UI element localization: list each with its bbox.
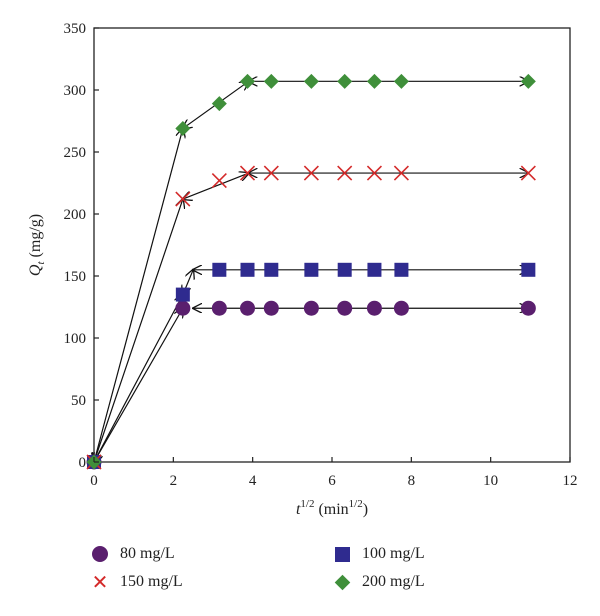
x-tick-label: 2 <box>170 473 178 489</box>
square-point <box>304 262 319 277</box>
circle-point <box>263 300 279 316</box>
diamond-point <box>263 73 279 89</box>
square-point <box>264 262 279 277</box>
fit-lines <box>94 81 528 462</box>
fit-line <box>94 295 183 462</box>
x-tick-label: 6 <box>328 473 336 489</box>
circle-point <box>520 300 536 316</box>
y-tick-label: 150 <box>64 269 87 285</box>
x-point-stroke <box>175 191 191 207</box>
y-tick-label: 50 <box>71 393 86 409</box>
square-point <box>175 287 190 302</box>
circle-point <box>337 300 353 316</box>
x-point-stroke <box>366 165 383 181</box>
x-tick-label: 4 <box>249 473 257 489</box>
diamond-point <box>303 73 319 89</box>
square-point <box>367 262 382 277</box>
circle-point <box>240 300 256 316</box>
diamond-point <box>366 73 382 89</box>
x-point-stroke <box>263 165 279 181</box>
square-point <box>212 262 227 277</box>
circle-point <box>303 300 319 316</box>
x-axis-title: t1/2 (min1/2) <box>296 498 368 518</box>
square-point <box>337 262 352 277</box>
square-point <box>240 262 255 277</box>
circle-point <box>175 300 191 316</box>
x-point <box>263 165 279 181</box>
x-point <box>337 165 353 181</box>
x-point <box>520 165 536 181</box>
diamond-point <box>175 120 191 136</box>
circle-point <box>393 300 409 316</box>
square-point <box>521 262 536 277</box>
x-point-stroke <box>303 165 319 181</box>
diamond-point <box>337 73 353 89</box>
x-point <box>393 165 409 181</box>
y-tick-label: 250 <box>64 145 87 161</box>
y-tick-label: 350 <box>64 21 87 37</box>
x-point-stroke <box>239 165 256 181</box>
x-point <box>211 172 227 189</box>
y-axis-title: Qt (mg/g) <box>27 214 47 276</box>
y-tick-label: 0 <box>79 455 87 471</box>
plot-frame <box>93 27 571 463</box>
circle-point <box>366 300 382 316</box>
y-tick-label: 200 <box>64 207 87 223</box>
fit-line <box>183 173 249 199</box>
x-point <box>175 191 191 207</box>
diamond-point <box>211 96 227 112</box>
fit-line <box>94 128 183 462</box>
x-tick-label: 8 <box>408 473 416 489</box>
y-tick-label: 300 <box>64 83 87 99</box>
x-point-stroke <box>393 165 409 181</box>
axis-ticks: 0 2 4 6 8 10 12 0 50 100 150 200 250 300 350 <box>64 21 578 489</box>
diamond-point <box>520 73 536 89</box>
diamond-point <box>240 73 256 89</box>
x-point-stroke <box>337 165 353 181</box>
x-tick-label: 10 <box>483 473 498 489</box>
x-tick-label: 12 <box>563 473 578 489</box>
x-tick-label: 0 <box>90 473 98 489</box>
data-points <box>86 73 536 470</box>
x-point <box>303 165 319 181</box>
circle-point <box>211 300 227 316</box>
diamond-point <box>393 73 409 89</box>
x-point-stroke <box>211 172 227 189</box>
x-point <box>366 165 383 181</box>
x-point <box>239 165 256 181</box>
square-point <box>394 262 409 277</box>
x-point-stroke <box>520 165 536 181</box>
y-tick-label: 100 <box>64 331 87 347</box>
